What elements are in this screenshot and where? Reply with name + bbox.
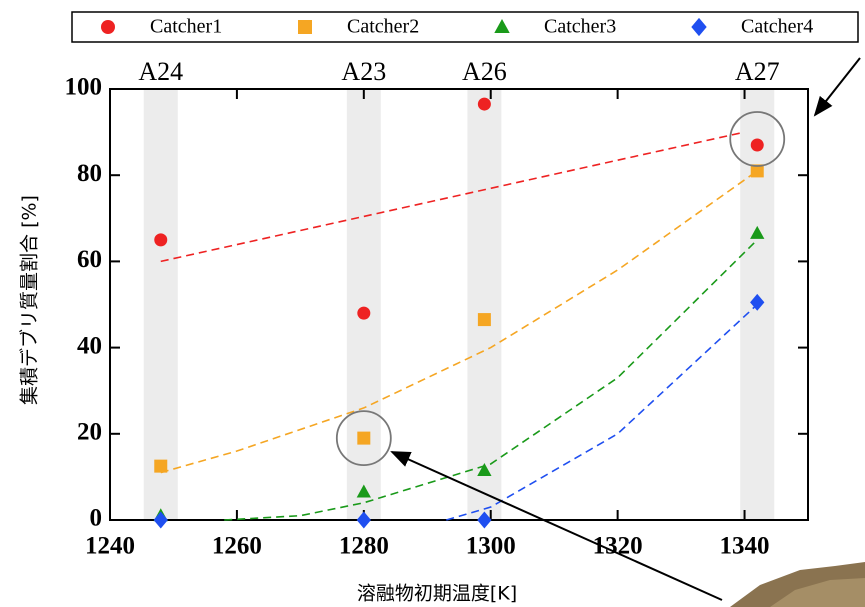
annotation: A27 — [735, 57, 780, 86]
trend-line — [224, 239, 758, 521]
point — [750, 225, 765, 239]
y-tick-label: 20 — [77, 419, 102, 446]
point — [357, 431, 371, 445]
legend-label: Catcher4 — [741, 16, 813, 38]
y-axis-label: 集積デブリ質量割合 [%] — [18, 195, 41, 405]
debris-photo-detail — [770, 578, 865, 607]
plot-frame — [109, 88, 809, 521]
y-tick-label: 100 — [65, 74, 103, 101]
arrow — [390, 451, 723, 601]
point — [750, 164, 764, 178]
y-tick-label: 40 — [77, 332, 102, 359]
point — [154, 459, 168, 473]
x-tick-label: 1340 — [720, 533, 770, 560]
legend-marker — [691, 17, 707, 37]
point — [356, 511, 371, 529]
trend-line — [160, 131, 745, 263]
highlight-circle — [335, 410, 392, 467]
y-tick-label: 60 — [77, 246, 102, 273]
point — [154, 233, 168, 247]
point — [153, 511, 168, 529]
x-tick-label: 1280 — [339, 533, 389, 560]
x-tick-label: 1300 — [466, 533, 516, 560]
legend-label: Catcher2 — [347, 16, 419, 38]
point — [356, 484, 371, 498]
point — [477, 511, 492, 529]
point — [477, 462, 492, 476]
point — [750, 293, 765, 311]
y-tick-label: 0 — [90, 505, 103, 532]
x-tick-label: 1240 — [85, 533, 135, 560]
y-tick-label: 80 — [77, 160, 102, 187]
point — [750, 138, 764, 152]
point — [357, 306, 371, 320]
legend-marker — [494, 18, 510, 33]
x-axis-label: 溶融物初期温度[K] — [357, 583, 517, 605]
legend-marker — [101, 20, 115, 34]
annotation: A24 — [138, 57, 183, 86]
legend-label: Catcher1 — [150, 16, 222, 38]
trend-line — [446, 303, 758, 521]
arrow — [813, 57, 861, 117]
highlight-band — [346, 89, 381, 520]
annotation: A23 — [341, 57, 386, 86]
legend-label: Catcher3 — [544, 16, 616, 38]
highlight-band — [467, 89, 502, 520]
legend — [71, 11, 859, 43]
x-tick-label: 1260 — [212, 533, 262, 560]
point — [477, 97, 491, 111]
highlight-circle — [729, 111, 786, 167]
point — [477, 313, 491, 327]
legend-marker — [298, 20, 312, 34]
highlight-band — [143, 89, 178, 520]
trend-line — [160, 170, 758, 474]
annotation: A26 — [462, 57, 507, 86]
